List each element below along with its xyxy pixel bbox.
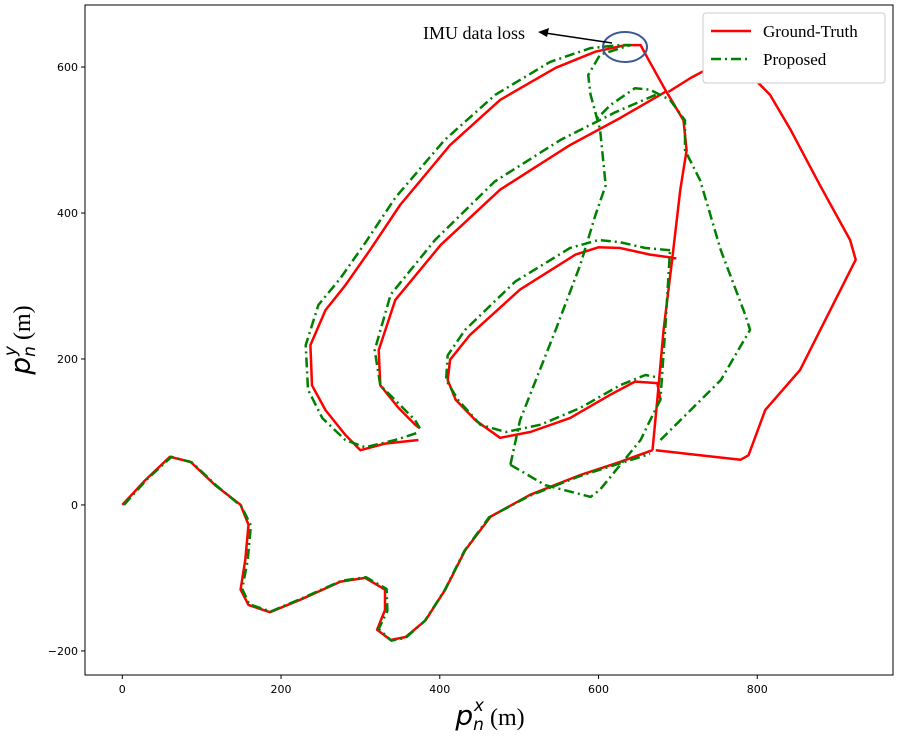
loss-marker: [602, 31, 648, 63]
x-label-sub: n: [473, 715, 484, 735]
x-axis-label: pnx (m): [454, 696, 524, 735]
x-label-unit: (m): [490, 705, 525, 731]
annotation: IMU data loss: [423, 23, 525, 43]
plot-area: [121, 43, 857, 642]
legend-label: Ground-Truth: [763, 22, 858, 41]
x-tick-label: 800: [747, 683, 768, 696]
axes-frame: [84, 4, 894, 676]
x-label-sup: x: [473, 696, 485, 716]
y-tick-label: 600: [57, 61, 78, 74]
y-axis-label: pny (m): [1, 305, 40, 375]
legend: Ground-Truth Proposed: [702, 12, 886, 84]
x-tick-label: 200: [271, 683, 292, 696]
annotation-arrow: [544, 32, 613, 44]
arrow-head: [538, 28, 549, 37]
x-tick-label: 400: [429, 683, 450, 696]
y-label-sup: y: [1, 345, 21, 357]
trajectory-line: [121, 43, 857, 642]
y-label-sub: n: [20, 346, 40, 357]
legend-label: Proposed: [763, 50, 827, 69]
y-tick-label: 200: [57, 353, 78, 366]
x-label-symbol: p: [454, 699, 473, 732]
y-tick-label: 0: [71, 499, 78, 512]
y-label-symbol: p: [4, 357, 37, 376]
y-tick-label: −200: [48, 645, 78, 658]
trajectory-line: [122, 43, 752, 642]
x-tick-label: 0: [119, 683, 126, 696]
y-label-unit: (m): [10, 305, 36, 340]
y-tick-label: 400: [57, 207, 78, 220]
x-tick-label: 600: [588, 683, 609, 696]
